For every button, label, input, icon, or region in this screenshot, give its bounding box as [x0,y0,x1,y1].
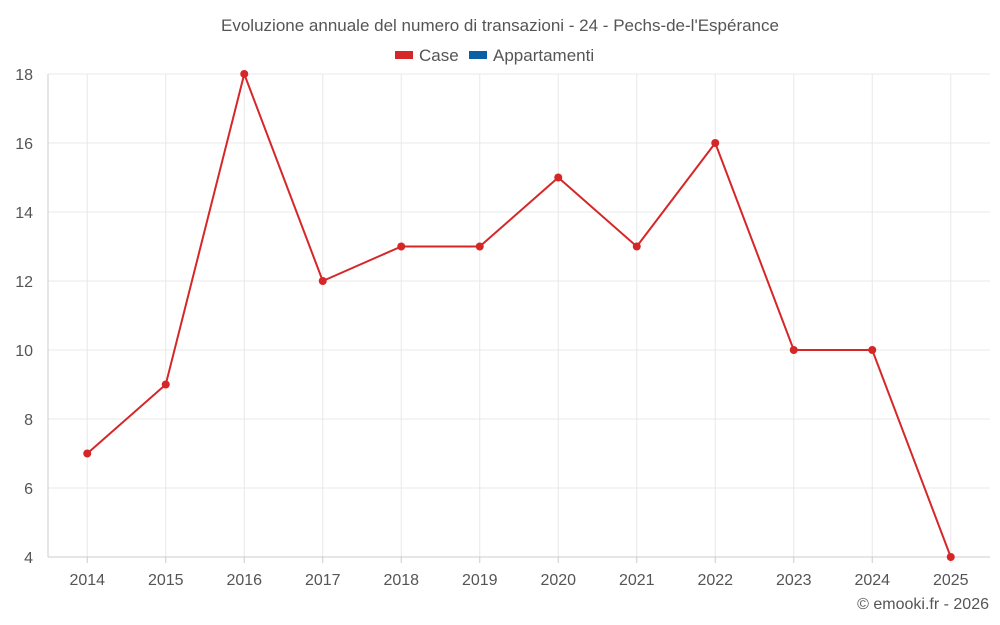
x-tick-label: 2024 [854,572,890,589]
data-point[interactable] [632,242,641,251]
data-point[interactable] [711,139,720,147]
legend-label-case: Case [419,46,459,65]
y-tick-label: 10 [15,343,33,360]
x-tick-label: 2018 [383,572,419,589]
data-point[interactable] [789,346,798,354]
y-tick-label: 8 [24,412,33,429]
x-tick-label: 2022 [697,572,733,589]
series-case [83,70,955,561]
y-tick-label: 6 [24,481,33,498]
x-tick-label: 2017 [305,572,341,589]
legend-label-appartamenti: Appartamenti [493,46,594,65]
x-tick-label: 2021 [619,572,655,589]
y-tick-label: 16 [15,136,33,153]
data-point[interactable] [83,449,92,458]
legend-swatch-appartamenti [469,51,487,59]
series-line-case [86,73,952,558]
credit-text: © emooki.fr - 2026 [857,596,989,613]
chart-title: Evoluzione annuale del numero di transaz… [221,16,779,35]
gridlines [47,73,990,558]
data-point[interactable] [318,277,327,285]
data-point[interactable] [554,173,563,182]
data-point[interactable] [868,346,877,354]
data-point[interactable] [475,242,484,251]
y-axis-ticks: 4 6 8 10 12 14 16 18 [15,67,33,567]
data-point[interactable] [240,70,249,78]
x-tick-label: 2020 [540,572,576,589]
x-axis-ticks: 2014 2015 2016 2017 2018 2019 2020 2021 2022 2023… [69,557,969,589]
y-tick-label: 4 [24,550,33,567]
legend-swatch-case [395,51,413,59]
data-point[interactable] [946,553,955,561]
x-tick-label: 2015 [148,572,184,589]
x-tick-label: 2016 [226,572,262,589]
legend-item-case[interactable]: Case [395,46,459,65]
x-tick-label: 2014 [69,572,105,589]
legend-item-appartamenti[interactable]: Appartamenti [469,46,594,65]
y-tick-label: 12 [15,274,33,291]
data-point[interactable] [161,380,170,389]
x-tick-label: 2019 [462,572,498,589]
x-tick-label: 2023 [776,572,812,589]
data-point[interactable] [397,242,406,251]
x-tick-label: 2025 [933,572,969,589]
y-tick-label: 14 [15,205,33,222]
legend: Case Appartamenti [395,46,594,65]
y-tick-label: 18 [15,67,33,84]
